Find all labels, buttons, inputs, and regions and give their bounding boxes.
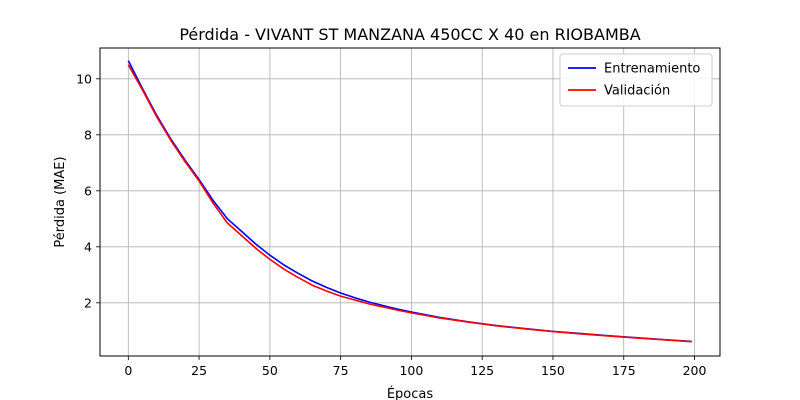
- x-tick-label: 75: [333, 363, 349, 378]
- x-tick-label: 50: [262, 363, 278, 378]
- plot-frame: [99, 47, 721, 357]
- y-axis-label: Pérdida (MAE): [53, 156, 68, 247]
- chart-title: Pérdida - VIVANT ST MANZANA 450CC X 40 e…: [179, 25, 640, 44]
- y-tick-label: 6: [84, 183, 92, 198]
- x-tick-label: 175: [612, 363, 636, 378]
- legend-label: Entrenamiento: [604, 62, 700, 77]
- y-tick-label: 10: [76, 71, 92, 86]
- x-tick-label: 0: [124, 363, 132, 378]
- x-tick-label: 125: [470, 363, 494, 378]
- x-tick-label: 25: [191, 363, 207, 378]
- x-tick-label: 100: [399, 363, 423, 378]
- y-tick-label: 2: [84, 295, 92, 310]
- legend: Entrenamiento Validación: [559, 53, 713, 107]
- x-axis-label: Épocas: [387, 386, 434, 400]
- axis-ticks: 0 25 50 75 100 125 150 175 200 2 4 6 8 10: [76, 71, 706, 378]
- legend-label: Validación: [604, 84, 670, 99]
- x-tick-label: 150: [541, 363, 565, 378]
- x-tick-label: 200: [683, 363, 707, 378]
- series-lines: [127, 60, 692, 343]
- y-tick-label: 8: [84, 127, 92, 142]
- series-line-validacion: [127, 64, 692, 343]
- legend-box: [559, 53, 713, 107]
- y-tick-label: 4: [84, 239, 92, 254]
